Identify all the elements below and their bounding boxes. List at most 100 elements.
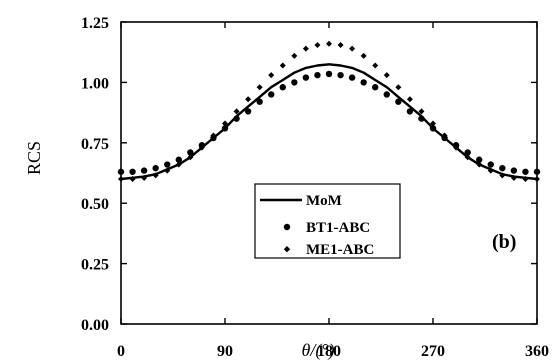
data-point xyxy=(198,144,205,151)
plot-area xyxy=(120,21,538,325)
y-tick-label: 1.00 xyxy=(81,75,109,92)
y-tick-label: 0.50 xyxy=(81,196,109,213)
data-point xyxy=(233,108,240,115)
data-point xyxy=(291,79,298,86)
data-point xyxy=(187,149,194,156)
data-point xyxy=(129,176,136,183)
data-point xyxy=(464,149,471,156)
legend-box xyxy=(254,183,401,259)
legend-bt1-swatch xyxy=(283,223,291,231)
x-tick-label: 270 xyxy=(421,343,445,360)
data-point xyxy=(210,132,217,139)
data-point xyxy=(244,108,252,115)
data-point xyxy=(175,156,182,163)
data-point xyxy=(268,91,275,98)
data-point xyxy=(464,154,471,161)
data-point xyxy=(245,96,252,103)
legend-bt1-label: BT1-ABC xyxy=(306,220,370,236)
data-point xyxy=(510,167,518,174)
data-point xyxy=(152,164,159,172)
data-point xyxy=(164,161,171,168)
data-point xyxy=(152,172,159,179)
plot-frame xyxy=(120,21,538,325)
data-point xyxy=(522,168,529,175)
data-point xyxy=(256,84,263,91)
data-point xyxy=(476,156,483,163)
data-point xyxy=(129,168,136,175)
data-point xyxy=(268,72,275,79)
data-point xyxy=(418,115,425,122)
axis-ticks: 0.00 0.25 0.50 0.75 1.00 1.25 0 90 180 270 360 xyxy=(81,15,549,360)
y-tick-label: 0.25 xyxy=(81,257,109,274)
data-point xyxy=(430,120,436,127)
y-tick-label: 1.25 xyxy=(81,15,109,32)
series-layer xyxy=(117,40,541,183)
data-point xyxy=(383,72,390,79)
data-point xyxy=(222,120,228,127)
data-point xyxy=(533,168,541,175)
data-point xyxy=(372,84,379,91)
legend-me1-label: ME1-ABC xyxy=(306,242,374,258)
legend-me1-swatch xyxy=(283,246,291,253)
data-point xyxy=(406,96,413,103)
x-tick-label: 90 xyxy=(217,343,233,360)
data-point xyxy=(256,98,263,105)
data-point xyxy=(360,52,367,59)
data-point xyxy=(141,174,148,181)
data-point xyxy=(302,74,310,81)
data-point xyxy=(314,41,321,48)
data-point xyxy=(418,108,425,115)
data-point xyxy=(487,167,494,174)
data-point xyxy=(395,98,402,105)
y-axis-title: RCS xyxy=(24,141,44,175)
data-point xyxy=(499,172,506,179)
data-point xyxy=(302,45,309,52)
mom-line xyxy=(120,63,538,181)
data-point xyxy=(534,176,540,183)
data-point xyxy=(118,176,124,183)
data-point xyxy=(326,40,332,47)
data-point xyxy=(348,74,356,81)
data-point xyxy=(325,70,333,78)
data-point xyxy=(337,71,344,79)
data-point xyxy=(499,164,506,172)
data-point xyxy=(117,168,125,175)
data-point xyxy=(175,161,182,168)
data-point xyxy=(360,79,367,86)
data-point xyxy=(453,144,460,151)
data-point xyxy=(164,167,171,174)
series-me1-abc xyxy=(118,40,540,183)
x-axis-title: θ/(°) xyxy=(301,340,334,361)
data-point xyxy=(487,161,494,168)
data-point xyxy=(349,45,356,52)
data-point xyxy=(510,174,517,181)
y-tick-label: 0.00 xyxy=(81,317,109,334)
data-point xyxy=(233,115,240,122)
data-point xyxy=(522,176,529,183)
data-point xyxy=(279,62,286,69)
data-point xyxy=(406,108,414,115)
data-point xyxy=(441,132,448,139)
x-tick-label: 360 xyxy=(525,343,549,360)
data-point xyxy=(372,62,379,69)
data-point xyxy=(476,161,483,168)
data-point xyxy=(140,167,148,174)
data-point xyxy=(279,84,286,91)
data-point xyxy=(429,125,437,132)
data-point xyxy=(383,91,390,98)
series-mom xyxy=(120,63,538,181)
data-point xyxy=(395,84,402,91)
x-tick-label: 0 xyxy=(117,343,125,360)
data-point xyxy=(187,154,194,161)
data-point xyxy=(314,71,321,79)
x-tick-label: 180 xyxy=(317,343,341,360)
y-tick-label: 0.75 xyxy=(81,136,109,153)
series-bt1-abc xyxy=(117,70,541,175)
data-point xyxy=(291,52,298,59)
legend: MoM BT1-ABC ME1-ABC xyxy=(254,183,401,259)
data-point xyxy=(221,125,229,132)
legend-mom-label: MoM xyxy=(306,193,342,209)
panel-label: (b) xyxy=(492,231,516,253)
data-point xyxy=(337,41,344,48)
